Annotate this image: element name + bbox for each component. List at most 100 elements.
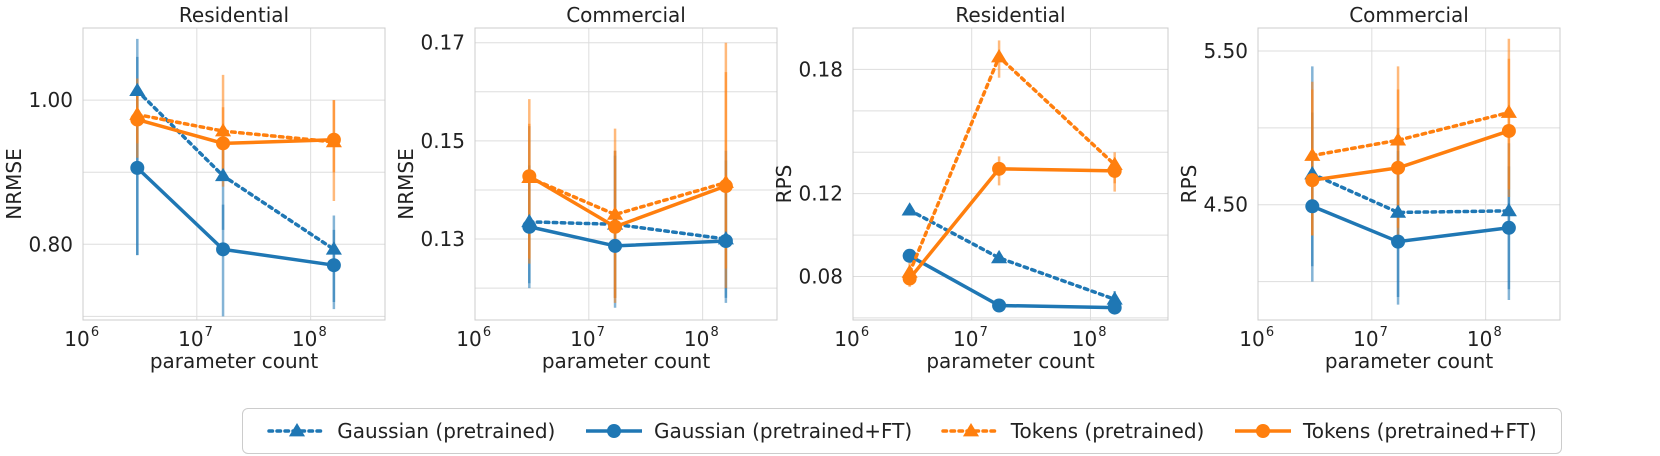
data-point-tokens-pretrained-ft [718,179,733,194]
data-point-gaussian-pretrained [901,202,918,216]
legend-label: Gaussian (pretrained+FT) [653,419,913,443]
x-tick-exponent: 8 [1098,325,1106,340]
panel-title: Residential [179,3,289,27]
plot-frame [82,27,386,321]
legend: Gaussian (pretrained) Gaussian (pretrain… [242,408,1562,454]
data-point-gaussian-pretrained-ft [216,242,231,257]
data-point-tokens-pretrained [1390,132,1407,146]
x-tick-label: 10 [1239,327,1264,351]
plot-area [521,42,734,308]
legend-item-gaussian-pretrained: Gaussian (pretrained) [267,419,555,443]
x-tick-label: 10 [1353,327,1378,351]
data-point-gaussian-pretrained [1500,202,1517,217]
y-axis-label: RPS [772,165,796,204]
legend-item-gaussian-pretrained-ft: Gaussian (pretrained+FT) [584,419,912,443]
data-point-tokens-pretrained-ft [902,271,917,286]
x-tick-label: 10 [570,327,595,351]
x-tick-exponent: 6 [483,325,491,340]
data-point-tokens-pretrained-ft [1391,160,1406,175]
data-point-gaussian-pretrained-ft [902,248,917,263]
y-tick-label: 0.13 [420,227,465,251]
data-point-gaussian-pretrained-ft [992,298,1007,313]
data-point-tokens-pretrained [991,49,1008,63]
legend-swatch-tokens-pretrained-ft [1234,424,1291,438]
data-point-gaussian-pretrained-ft [326,258,341,273]
series-line-tokens-pretrained [1310,110,1511,158]
legend-marker [1255,424,1270,438]
x-tick-label: 10 [684,327,709,351]
data-point-tokens-pretrained-ft [326,132,341,147]
y-axis-label: RPS [1177,165,1201,204]
series-line-gaussian-pretrained [1310,172,1511,215]
x-tick-exponent: 7 [980,325,988,340]
x-tick-label: 10 [178,327,203,351]
x-tick-exponent: 8 [319,325,327,340]
panel-title: Residential [955,3,1065,27]
data-point-gaussian-pretrained [325,241,342,255]
legend-swatch-gaussian-pretrained [267,423,328,437]
y-axis-label: NRMSE [394,148,418,219]
legend-item-tokens-pretrained: Tokens (pretrained) [940,419,1204,443]
x-tick-exponent: 8 [1494,325,1502,340]
x-tick-exponent: 7 [597,325,605,340]
y-tick-label: 5.50 [1203,39,1248,63]
data-point-gaussian-pretrained-ft [1501,220,1516,235]
data-point-tokens-pretrained [1304,147,1321,161]
plot-frame [852,27,1169,321]
plot-area [901,40,1123,315]
plot-frame [474,27,778,321]
y-tick-label: 0.15 [420,129,465,153]
data-point-tokens-pretrained [215,123,232,137]
x-tick-exponent: 7 [1380,325,1388,340]
data-point-tokens-pretrained-ft [1107,163,1122,178]
data-point-tokens-pretrained [1500,104,1517,118]
data-point-gaussian-pretrained-ft [718,233,733,248]
data-point-gaussian-pretrained [129,82,146,97]
legend-marker [962,423,979,437]
data-point-tokens-pretrained-ft [1501,123,1516,138]
x-axis-label: parameter count [926,349,1095,373]
data-point-gaussian-pretrained [1106,291,1123,305]
data-point-gaussian-pretrained-ft [1305,199,1320,214]
legend-marker [606,424,621,438]
x-tick-label: 10 [834,327,859,351]
x-tick-exponent: 6 [91,325,99,340]
data-point-tokens-pretrained-ft [216,136,231,151]
legend-marker [289,423,306,437]
series-line-gaussian-pretrained [135,88,336,252]
x-axis-label: parameter count [150,349,319,373]
x-tick-label: 10 [456,327,481,351]
x-axis-label: parameter count [1325,349,1494,373]
y-axis-label: NRMSE [2,148,26,219]
legend-item-tokens-pretrained-ft: Tokens (pretrained+FT) [1233,419,1537,443]
x-tick-label: 10 [64,327,89,351]
x-tick-label: 10 [953,327,978,351]
series-line-tokens-pretrained [527,175,728,217]
panel-title: Commercial [566,3,686,27]
y-tick-label: 0.12 [798,182,843,206]
data-point-gaussian-pretrained [215,167,232,182]
data-point-tokens-pretrained-ft [992,161,1007,176]
data-point-gaussian-pretrained-ft [1107,300,1122,315]
y-tick-label: 0.80 [28,232,73,256]
panel-title: Commercial [1349,3,1469,27]
data-point-gaussian-pretrained [991,249,1008,264]
x-tick-label: 10 [1072,327,1097,351]
data-point-gaussian-pretrained-ft [608,238,623,253]
series-line-tokens-pretrained-ft [528,174,727,229]
y-tick-label: 0.17 [420,31,465,55]
data-point-gaussian-pretrained-ft [522,219,537,234]
data-point-tokens-pretrained-ft [130,112,145,127]
series-line-gaussian-pretrained [527,220,728,241]
data-point-tokens-pretrained-ft [1305,173,1320,188]
x-tick-label: 10 [1467,327,1492,351]
legend-swatch-gaussian-pretrained-ft [585,424,642,438]
data-point-gaussian-pretrained [1390,204,1407,218]
x-tick-exponent: 8 [711,325,719,340]
data-point-tokens-pretrained-ft [608,219,623,234]
